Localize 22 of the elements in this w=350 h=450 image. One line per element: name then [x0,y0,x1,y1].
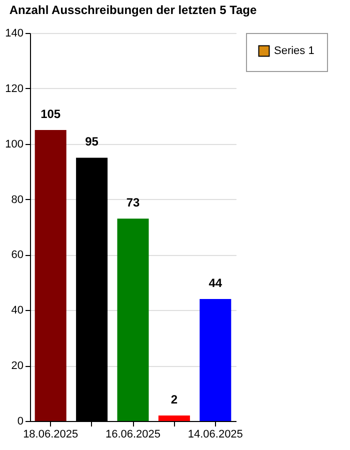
data-label: 105 [40,107,61,121]
y-tick-label: 100 [5,138,24,150]
y-tick-label: 80 [11,194,24,206]
y-tick-label: 120 [5,82,24,95]
data-label: 73 [126,196,140,210]
data-label: 44 [208,276,222,290]
bar [34,130,66,421]
text: Series 1 [274,45,314,57]
y-tick-label: 40 [11,304,24,317]
x-tick-label: 18.06.2025 [23,428,78,440]
y-tick-label: 140 [5,28,24,40]
y-tick-label: 0 [17,416,24,428]
data-label: 2 [170,392,178,406]
bar [158,415,190,421]
data-label: 95 [85,134,99,149]
bar [117,218,149,421]
y-tick-label: 20 [11,360,24,372]
x-tick-label: 16.06.2025 [105,428,161,440]
bar [200,299,232,421]
y-tick-label: 60 [11,249,24,262]
chart-title: Anzahl Ausschreibungen der letzten 5 Tage [9,3,258,17]
x-tick-label: 14.06.2025 [188,428,243,440]
